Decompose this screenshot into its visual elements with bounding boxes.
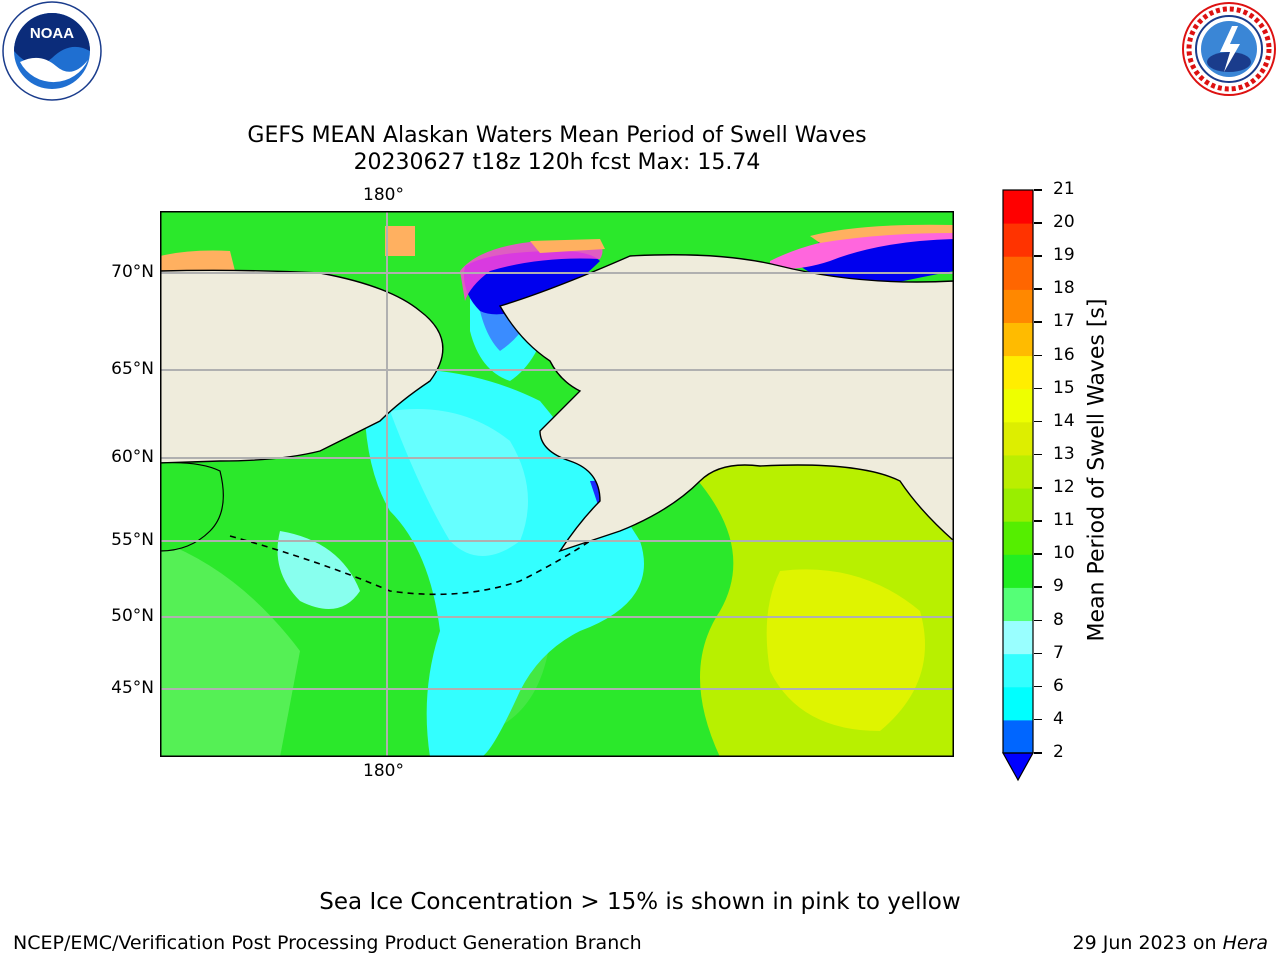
colorbar-segment	[1003, 388, 1033, 423]
footer-date: 29 Jun 2023 on Hera	[1073, 932, 1268, 954]
colorbar-tick-label: 2	[1053, 742, 1064, 762]
colorbar-tick-mark	[1034, 255, 1042, 257]
colorbar-tick-label: 10	[1053, 543, 1075, 564]
colorbar-segment	[1003, 289, 1033, 323]
lat-label-60: 60°N	[111, 447, 154, 467]
colorbar-segment	[1003, 587, 1033, 622]
colorbar-segment	[1003, 256, 1033, 290]
colorbar-tick-label: 16	[1053, 344, 1075, 365]
chart-subtitle: 20230627 t18z 120h fcst Max: 15.74	[353, 150, 761, 175]
nws-logo	[1180, 0, 1278, 98]
colorbar-tick-label: 21	[1053, 179, 1075, 199]
sea-ice-note: Sea Ice Concentration > 15% is shown in …	[319, 889, 961, 915]
lat-label-50: 50°N	[111, 606, 154, 626]
colorbar-tick-mark	[1034, 619, 1042, 622]
colorbar-segment	[1003, 322, 1033, 357]
colorbar-segment	[1003, 620, 1033, 655]
colorbar-tick-label: 15	[1053, 377, 1075, 398]
colorbar-segment	[1003, 554, 1033, 588]
colorbar-segment	[1003, 454, 1033, 489]
colorbar-tick-mark	[1034, 586, 1042, 588]
footer-host: Hera	[1222, 932, 1268, 954]
colorbar-label: Mean Period of Swell Waves [s]	[1084, 298, 1110, 642]
footer-branch: NCEP/EMC/Verification Post Processing Pr…	[13, 932, 642, 954]
lat-label-65: 65°N	[111, 359, 154, 379]
colorbar-tick-label: 9	[1053, 576, 1064, 597]
colorbar-tick-mark	[1034, 354, 1042, 357]
colorbar-tick-label: 11	[1053, 510, 1075, 531]
colorbar-tick-label: 20	[1053, 212, 1075, 233]
colorbar-tick-mark	[1034, 387, 1042, 390]
colorbar	[1002, 188, 1034, 784]
colorbar-tick-mark	[1034, 553, 1042, 555]
lon-label-top: 180°	[363, 185, 404, 205]
land-alaska	[498, 254, 954, 553]
map-panel	[160, 211, 954, 757]
noaa-logo: NOAA	[0, 0, 104, 104]
colorbar-tick-label: 12	[1053, 477, 1075, 498]
colorbar-tick-label: 13	[1053, 443, 1075, 464]
svg-text:NOAA: NOAA	[30, 25, 74, 42]
colorbar-tick-mark	[1034, 288, 1042, 290]
colorbar-tick-label: 6	[1053, 675, 1064, 696]
colorbar-tick-mark	[1034, 321, 1042, 323]
graticule	[160, 211, 954, 757]
colorbar-tick-mark	[1034, 718, 1042, 721]
lon-label-bottom: 180°	[363, 761, 404, 781]
colorbar-tick-mark	[1034, 420, 1042, 423]
colorbar-segment	[1003, 686, 1033, 721]
colorbar-tick-mark	[1034, 685, 1042, 688]
colorbar-tick-mark	[1034, 652, 1042, 655]
colorbar-segment	[1003, 488, 1033, 522]
colorbar-tick-label: 17	[1053, 311, 1075, 332]
colorbar-segment	[1003, 355, 1033, 390]
chart-title: GEFS MEAN Alaskan Waters Mean Period of …	[247, 123, 867, 148]
lat-label-45: 45°N	[111, 678, 154, 698]
colorbar-segment	[1003, 421, 1033, 456]
lat-label-55: 55°N	[111, 530, 154, 550]
aleutian-islands	[229, 535, 591, 596]
colorbar-tick-mark	[1034, 752, 1042, 754]
colorbar-tick-label: 8	[1053, 609, 1064, 630]
colorbar-segment	[1003, 223, 1033, 257]
colorbar-extend-arrow	[1002, 752, 1034, 782]
colorbar-tick-mark	[1034, 520, 1042, 522]
colorbar-segment	[1003, 653, 1033, 688]
colorbar-tick-label: 7	[1053, 642, 1064, 663]
colorbar-segment	[1003, 521, 1033, 555]
colorbar-tick-mark	[1034, 453, 1042, 456]
colorbar-tick-label: 19	[1053, 245, 1075, 266]
lat-label-70: 70°N	[111, 262, 154, 282]
colorbar-tick-mark	[1034, 487, 1042, 489]
colorbar-tick-mark	[1034, 222, 1042, 224]
colorbar-tick-mark	[1034, 189, 1042, 191]
colorbar-tick-label: 18	[1053, 278, 1075, 299]
colorbar-tick-label: 4	[1053, 708, 1064, 729]
colorbar-tick-label: 14	[1053, 410, 1075, 431]
colorbar-segment	[1003, 719, 1033, 754]
footer-date-text: 29 Jun 2023 on	[1072, 932, 1223, 954]
colorbar-segment	[1003, 190, 1033, 224]
